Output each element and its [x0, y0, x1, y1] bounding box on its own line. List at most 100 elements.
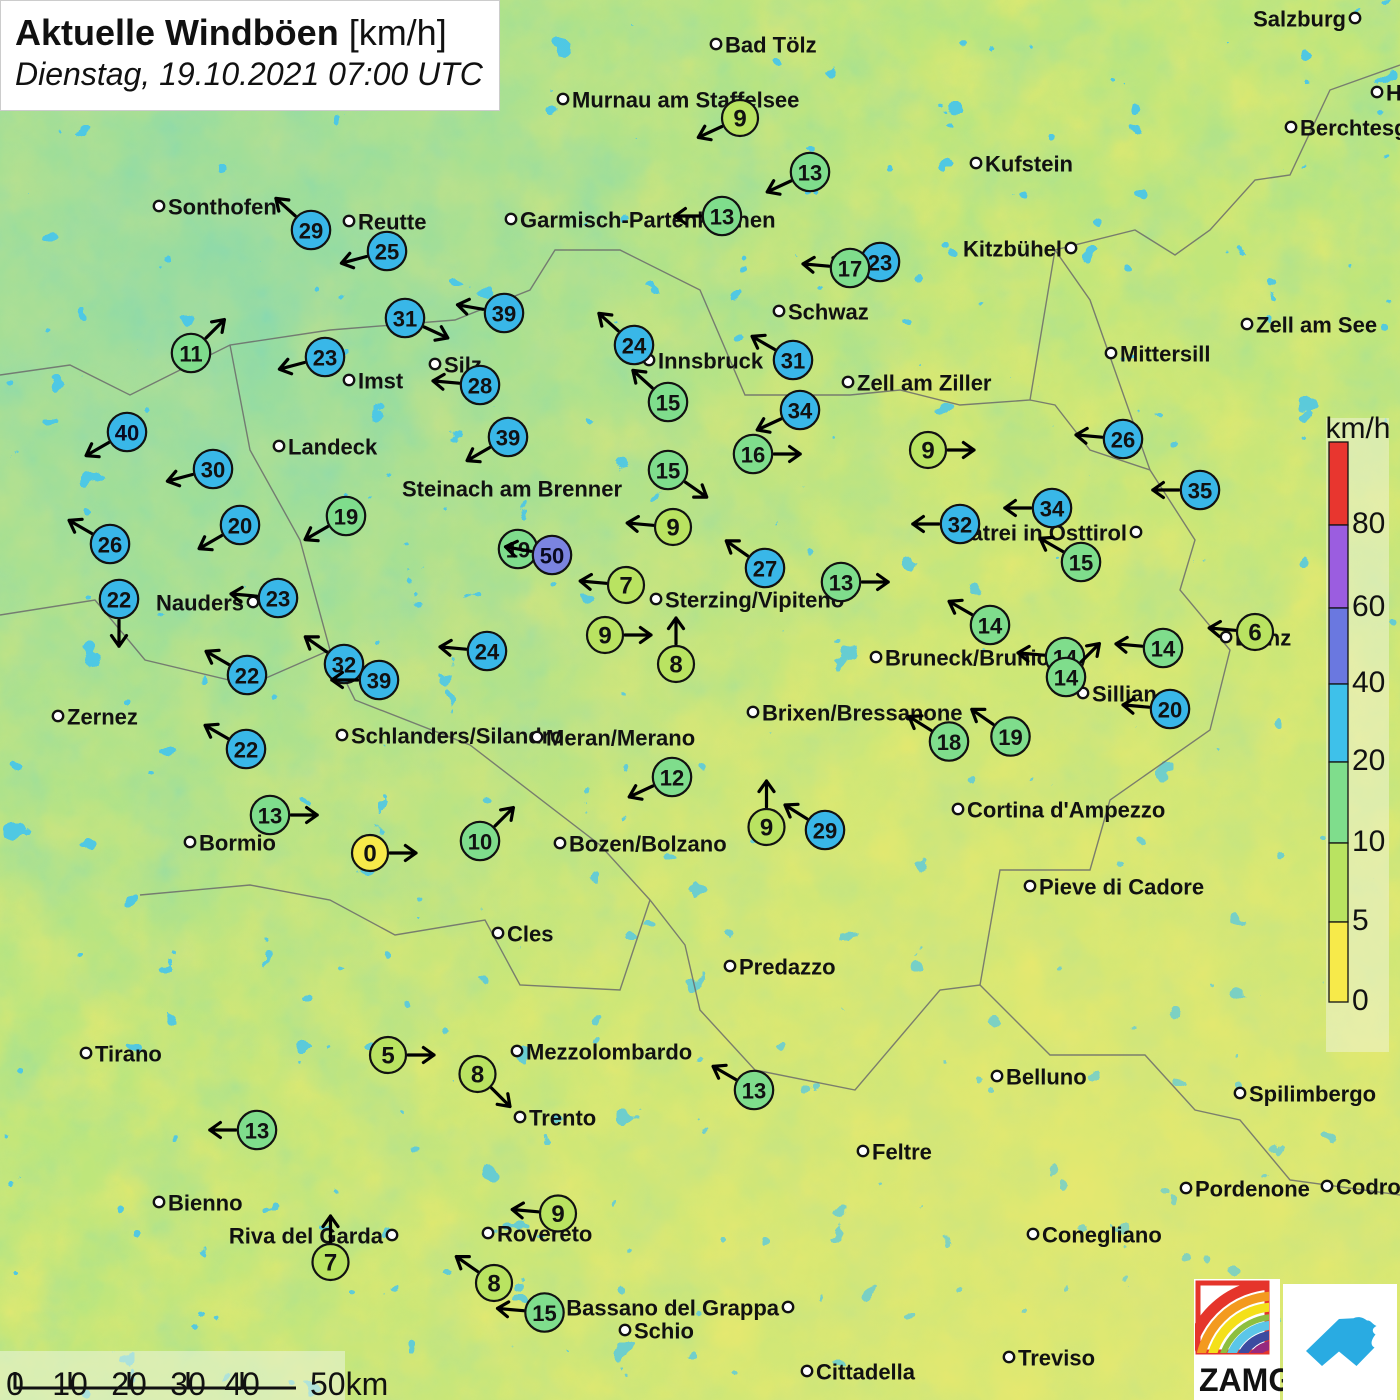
svg-text:13: 13	[710, 205, 734, 230]
svg-text:6: 6	[1248, 620, 1261, 647]
svg-text:34: 34	[788, 399, 813, 424]
svg-text:15: 15	[656, 391, 680, 416]
svg-text:Murnau am Staffelsee: Murnau am Staffelsee	[572, 88, 799, 113]
svg-text:Conegliano: Conegliano	[1042, 1223, 1162, 1248]
svg-text:Schwaz: Schwaz	[788, 300, 869, 325]
svg-text:Meran/Merano: Meran/Merano	[546, 726, 695, 751]
svg-text:16: 16	[741, 443, 765, 468]
svg-text:Bassano del Grappa: Bassano del Grappa	[566, 1296, 780, 1321]
svg-text:Treviso: Treviso	[1018, 1346, 1095, 1371]
svg-text:0: 0	[363, 841, 376, 868]
svg-text:Feltre: Feltre	[872, 1140, 932, 1165]
svg-text:km/h: km/h	[1325, 412, 1390, 445]
svg-text:Bienno: Bienno	[168, 1191, 243, 1216]
svg-text:29: 29	[299, 219, 323, 244]
svg-text:23: 23	[266, 587, 290, 612]
svg-text:20: 20	[1158, 698, 1182, 723]
svg-text:30: 30	[170, 1366, 206, 1400]
svg-text:Kufstein: Kufstein	[985, 152, 1073, 177]
svg-text:9: 9	[760, 815, 773, 842]
svg-text:22: 22	[234, 738, 258, 763]
svg-text:Codroipo: Codroipo	[1336, 1175, 1400, 1200]
svg-text:32: 32	[332, 653, 356, 678]
svg-text:7: 7	[619, 573, 632, 600]
svg-text:Tirano: Tirano	[95, 1042, 162, 1067]
svg-text:23: 23	[868, 251, 892, 276]
svg-text:28: 28	[468, 374, 492, 399]
svg-text:13: 13	[798, 161, 822, 186]
svg-text:9: 9	[666, 515, 679, 542]
svg-text:Steinach am Brenner: Steinach am Brenner	[402, 477, 623, 502]
svg-text:22: 22	[107, 588, 131, 613]
svg-text:13: 13	[245, 1119, 269, 1144]
svg-text:13: 13	[258, 804, 282, 829]
svg-text:60: 60	[1352, 590, 1385, 623]
svg-text:Reutte: Reutte	[358, 210, 426, 235]
svg-text:Bozen/Bolzano: Bozen/Bolzano	[569, 832, 727, 857]
svg-text:35: 35	[1188, 479, 1212, 504]
svg-text:Cortina d'Ampezzo: Cortina d'Ampezzo	[967, 798, 1165, 823]
svg-text:Kitzbühel: Kitzbühel	[963, 237, 1062, 262]
svg-text:27: 27	[753, 557, 777, 582]
svg-text:34: 34	[1040, 497, 1065, 522]
svg-text:Pieve di Cadore: Pieve di Cadore	[1039, 875, 1204, 900]
svg-text:18: 18	[937, 730, 961, 755]
svg-text:24: 24	[622, 334, 647, 359]
svg-text:31: 31	[393, 307, 417, 332]
svg-text:14: 14	[1054, 666, 1079, 691]
svg-text:Predazzo: Predazzo	[739, 955, 836, 980]
svg-text:31: 31	[781, 349, 805, 374]
svg-text:Zernez: Zernez	[67, 705, 138, 730]
svg-text:Landeck: Landeck	[288, 435, 378, 460]
svg-text:Mittersill: Mittersill	[1120, 342, 1210, 367]
svg-text:11: 11	[179, 342, 202, 367]
svg-text:Bruneck/Brunico: Bruneck/Brunico	[885, 646, 1062, 671]
svg-text:10: 10	[468, 830, 492, 855]
svg-text:26: 26	[1111, 428, 1135, 453]
svg-text:Sonthofen: Sonthofen	[168, 195, 277, 220]
svg-text:Mezzolombardo: Mezzolombardo	[526, 1040, 692, 1065]
svg-text:15: 15	[1069, 551, 1093, 576]
svg-text:14: 14	[978, 614, 1003, 639]
svg-text:40: 40	[115, 421, 139, 446]
svg-text:10: 10	[1352, 825, 1385, 858]
svg-text:22: 22	[235, 664, 259, 689]
svg-text:39: 39	[367, 669, 391, 694]
svg-text:13: 13	[742, 1079, 766, 1104]
svg-text:9: 9	[598, 623, 611, 650]
svg-text:50: 50	[540, 544, 564, 569]
svg-text:15: 15	[532, 1301, 556, 1326]
svg-text:23: 23	[313, 346, 337, 371]
svg-text:40: 40	[224, 1366, 260, 1400]
svg-text:25: 25	[375, 240, 399, 265]
svg-text:20: 20	[228, 514, 252, 539]
svg-text:Bad Tölz: Bad Tölz	[725, 33, 817, 58]
svg-text:Zell am Ziller: Zell am Ziller	[857, 371, 992, 396]
svg-text:39: 39	[492, 302, 516, 327]
svg-text:Innsbruck: Innsbruck	[658, 349, 764, 374]
svg-text:20: 20	[1352, 744, 1385, 777]
svg-text:17: 17	[838, 257, 862, 282]
svg-text:15: 15	[656, 459, 680, 484]
svg-text:0: 0	[6, 1366, 24, 1400]
svg-text:8: 8	[487, 1271, 500, 1298]
svg-text:Belluno: Belluno	[1006, 1065, 1087, 1090]
svg-text:5: 5	[381, 1043, 394, 1070]
svg-text:5: 5	[1352, 904, 1369, 937]
svg-text:29: 29	[813, 819, 837, 844]
svg-text:9: 9	[551, 1201, 564, 1228]
svg-text:32: 32	[948, 513, 972, 538]
svg-text:Trento: Trento	[529, 1106, 596, 1131]
svg-text:9: 9	[921, 438, 934, 465]
svg-text:20: 20	[111, 1366, 147, 1400]
svg-text:Cittadella: Cittadella	[816, 1360, 916, 1385]
svg-text:19: 19	[334, 505, 358, 530]
svg-text:13: 13	[829, 571, 853, 596]
svg-text:39: 39	[496, 426, 520, 451]
svg-text:Zell am See: Zell am See	[1256, 313, 1377, 338]
svg-text:80: 80	[1352, 507, 1385, 540]
svg-text:9: 9	[733, 106, 746, 133]
svg-text:12: 12	[660, 766, 684, 791]
svg-text:40: 40	[1352, 666, 1385, 699]
svg-text:50km: 50km	[310, 1366, 388, 1400]
